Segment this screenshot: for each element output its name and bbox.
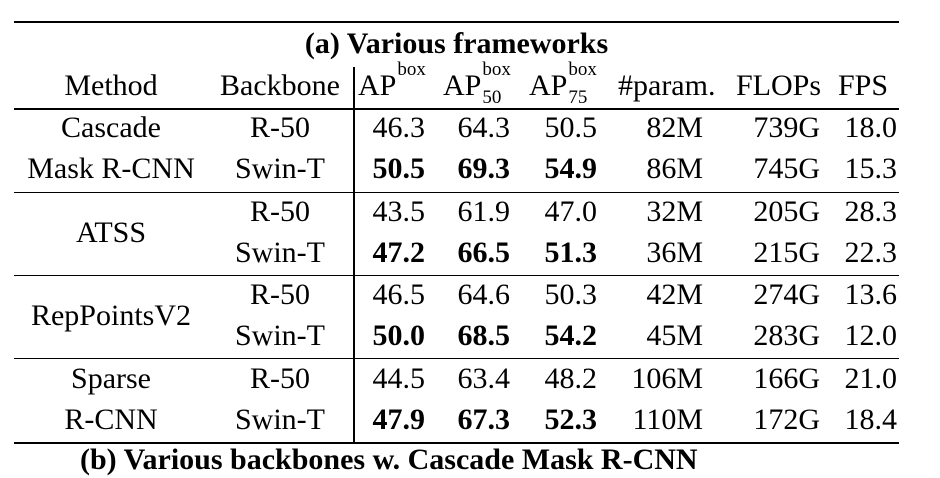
ap75-cell: 50.5 [544,111,598,144]
header-ap75-sub: 75 [568,87,588,108]
group-rule-2 [14,275,899,276]
fps-cell: 18.4 [844,403,898,436]
ap50-cell: 63.4 [457,362,511,395]
flops-cell: 283G [753,319,820,352]
ap-cell: 43.5 [372,195,426,228]
table-title: (a) Various frameworks [304,27,609,60]
ap50-cell: 64.3 [457,111,511,144]
fps-cell: 13.6 [844,278,898,311]
header-ap-sup: box [397,59,426,80]
params-cell: 106M [631,362,703,395]
method-name: Cascade [61,111,161,144]
ap-cell: 47.2 [372,236,426,269]
params-cell: 86M [646,152,703,185]
next-table-caption: (b) Various backbones w. Cascade Mask R-… [80,443,698,476]
header-method: Method [64,69,158,102]
ap75-cell: 47.0 [544,195,598,228]
backbone-cell: R-50 [250,195,310,228]
header-rule [14,108,899,110]
params-cell: 45M [646,319,703,352]
flops-cell: 739G [753,111,820,144]
header-ap50-sub: 50 [482,87,502,108]
backbone-cell: R-50 [250,111,310,144]
flops-cell: 166G [753,362,820,395]
header-ap75-base: AP [529,69,568,102]
params-cell: 110M [632,403,703,436]
column-divider [353,67,355,444]
ap50-cell: 64.6 [457,278,511,311]
ap75-cell: 52.3 [544,403,598,436]
ap50-cell: 69.3 [457,152,511,185]
ap75-cell: 48.2 [544,362,598,395]
method-name: Mask R-CNN [27,152,195,185]
method-name: RepPointsV2 [30,299,192,332]
bottom-rule [14,442,899,444]
group-rule-3 [14,358,899,359]
flops-cell: 172G [753,403,820,436]
params-cell: 36M [646,236,703,269]
flops-cell: 274G [753,278,820,311]
fps-cell: 18.0 [844,111,898,144]
top-rule [14,21,899,23]
header-ap50: AP box 50 [443,60,511,108]
header-flops: FLOPs [736,69,822,102]
header-ap: AP box [358,60,426,104]
flops-cell: 215G [753,236,820,269]
flops-cell: 205G [753,195,820,228]
header-ap50-sup: box [482,59,511,80]
method-name: Sparse [71,362,151,395]
ap-cell: 50.0 [372,319,426,352]
ap-cell: 46.3 [372,111,426,144]
ap50-cell: 66.5 [457,236,511,269]
backbone-cell: R-50 [250,362,310,395]
ap-cell: 47.9 [372,403,426,436]
params-cell: 82M [646,111,703,144]
header-fps: FPS [838,69,889,102]
params-cell: 42M [646,278,703,311]
ap50-cell: 68.5 [457,319,511,352]
fps-cell: 12.0 [844,319,898,352]
backbone-cell: Swin-T [235,236,325,269]
ap-cell: 50.5 [372,152,426,185]
ap-cell: 46.5 [372,278,426,311]
method-name: R-CNN [64,403,158,436]
ap75-cell: 54.9 [544,152,598,185]
fps-cell: 22.3 [844,236,898,269]
ap75-cell: 54.2 [544,319,598,352]
fps-cell: 21.0 [844,362,898,395]
ap-cell: 44.5 [372,362,426,395]
backbone-cell: Swin-T [235,403,325,436]
header-ap-base: AP [358,69,397,102]
header-ap50-base: AP [443,69,482,102]
results-table: (a) Various frameworks Method Backbone AP b… [14,21,899,476]
method-name: ATSS [75,216,147,249]
fps-cell: 15.3 [844,152,898,185]
backbone-cell: R-50 [250,278,310,311]
backbone-cell: Swin-T [235,319,325,352]
params-cell: 32M [646,195,703,228]
ap50-cell: 67.3 [457,403,511,436]
flops-cell: 745G [753,152,820,185]
header-ap75-sup: box [568,59,597,80]
header-params: #param. [618,69,716,102]
ap75-cell: 50.3 [544,278,598,311]
header-backbone: Backbone [220,69,340,102]
ap75-cell: 51.3 [544,236,598,269]
ap50-cell: 61.9 [457,195,511,228]
group-rule-1 [14,192,899,193]
fps-cell: 28.3 [844,195,898,228]
header-ap75: AP box 75 [529,60,597,108]
backbone-cell: Swin-T [235,152,325,185]
